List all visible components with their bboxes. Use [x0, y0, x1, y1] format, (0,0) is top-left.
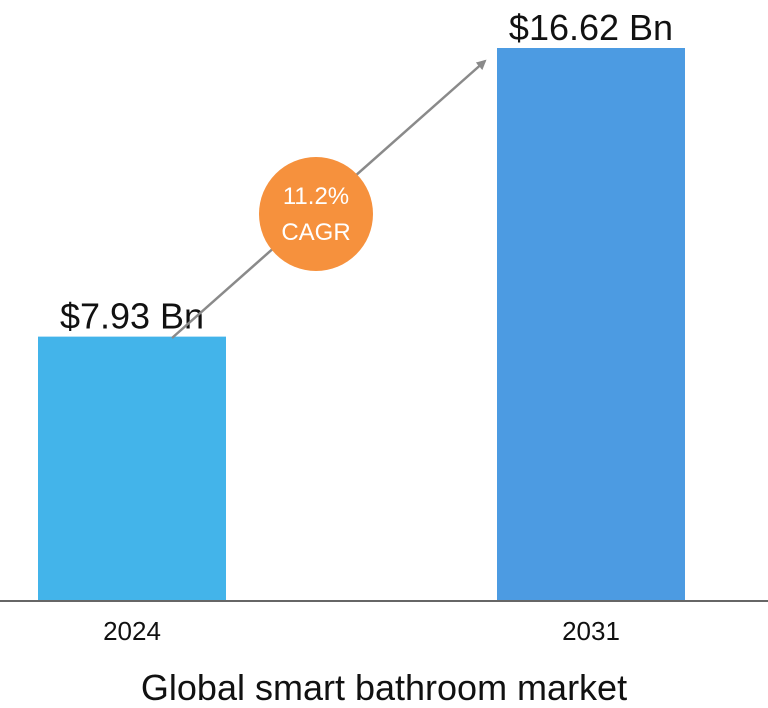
- chart-title: Global smart bathroom market: [141, 667, 627, 708]
- value-label-2024: $7.93 Bn: [60, 296, 204, 337]
- cagr-badge: 11.2% CAGR: [259, 157, 373, 271]
- x-tick-label-2031: 2031: [562, 616, 620, 646]
- value-label-2031: $16.62 Bn: [509, 7, 673, 48]
- cagr-badge-circle: [259, 157, 373, 271]
- bars-group: [38, 48, 685, 600]
- x-tick-label-2024: 2024: [103, 616, 161, 646]
- tick-labels-group: 2024 2031: [103, 616, 620, 646]
- cagr-percent-label: 11.2%: [283, 183, 349, 210]
- cagr-label: CAGR: [281, 219, 350, 246]
- bar-2031: [497, 48, 685, 600]
- bar-2024: [38, 336, 226, 600]
